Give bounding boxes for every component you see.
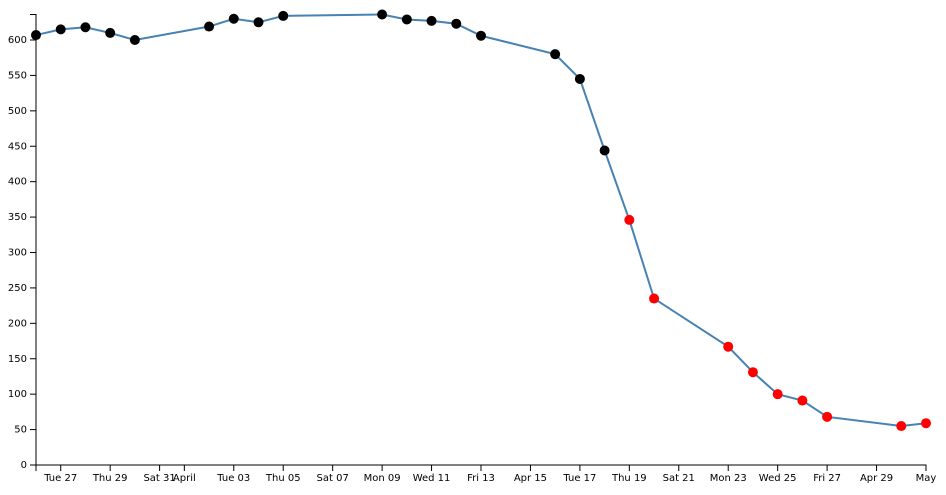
x-tick-label: Mon 09 <box>364 473 401 484</box>
y-axis <box>30 14 37 466</box>
x-tick-label: Sat 21 <box>663 473 695 484</box>
y-tick-label: 450 <box>8 141 27 152</box>
point <box>129 35 140 45</box>
x-tick-label: Thu 19 <box>611 473 647 484</box>
y-tick-label: 300 <box>8 248 27 259</box>
point <box>649 293 660 304</box>
point <box>822 411 833 422</box>
point <box>55 24 66 35</box>
point <box>401 14 412 25</box>
y-tick-label: 350 <box>8 212 27 223</box>
x-tick-label: May <box>916 473 937 484</box>
x-tick-label: Mon 23 <box>710 473 747 484</box>
x-tick-label: Thu 29 <box>92 473 128 484</box>
y-tick-label: 150 <box>8 354 27 365</box>
point <box>921 418 931 429</box>
x-tick-label: Apr 29 <box>860 473 893 484</box>
point <box>723 341 734 352</box>
y-tick-label: 0 <box>21 460 27 471</box>
y-tick-label: 200 <box>8 318 27 329</box>
x-tick-label: Tue 17 <box>562 473 596 484</box>
x-tick-label: Wed 25 <box>759 473 797 484</box>
x-tick-label: Thu 05 <box>265 473 301 484</box>
point <box>278 10 289 21</box>
x-tick-label: Apr 15 <box>514 473 547 484</box>
y-tick-label: 50 <box>14 425 27 436</box>
x-tick-label: Sat 07 <box>317 473 349 484</box>
point <box>772 389 783 400</box>
point <box>624 214 635 225</box>
point <box>377 9 388 20</box>
y-tick-label: 500 <box>8 106 27 117</box>
x-tick-label: Tue 27 <box>43 473 77 484</box>
y-tick-label: 100 <box>8 389 27 400</box>
point <box>550 49 561 60</box>
point <box>599 145 610 156</box>
x-tick-label: Sat 31 <box>143 473 175 484</box>
point <box>80 22 91 33</box>
y-tick-label: 250 <box>8 283 27 294</box>
point <box>574 73 585 84</box>
point <box>105 27 116 38</box>
point <box>896 421 907 432</box>
point <box>31 30 41 41</box>
y-tick-label: 600 <box>8 35 27 46</box>
x-tick-label: Tue 03 <box>216 473 250 484</box>
x-tick-label: Wed 11 <box>413 473 451 484</box>
x-tick-label: Fri 13 <box>467 473 495 484</box>
point <box>747 367 758 378</box>
point <box>451 18 462 29</box>
y-tick-label: 550 <box>8 70 27 81</box>
point <box>204 21 215 32</box>
point <box>228 13 239 24</box>
y-tick-label: 400 <box>8 177 27 188</box>
point <box>476 30 486 41</box>
x-tick-label: April <box>173 473 196 484</box>
point <box>426 15 437 26</box>
x-tick-label: Fri 27 <box>813 473 841 484</box>
point <box>253 17 264 28</box>
line <box>35 13 927 428</box>
point <box>797 395 808 406</box>
